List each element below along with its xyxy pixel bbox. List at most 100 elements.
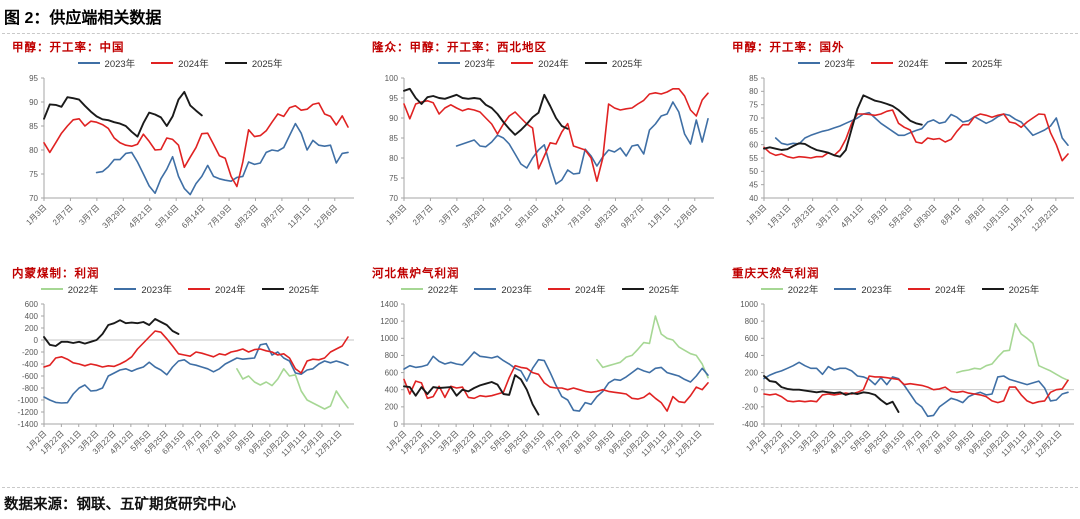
- y-axis-tick-label: 90: [29, 98, 38, 107]
- y-axis-tick-label: 85: [389, 134, 398, 143]
- y-axis-tick-label: 600: [25, 300, 39, 309]
- series-line-2023年: [763, 361, 1069, 418]
- y-axis-tick-label: 600: [385, 368, 399, 377]
- data-source: 数据来源：钢联、五矿期货研究中心: [4, 497, 236, 513]
- legend-item: 2022年: [760, 282, 819, 296]
- series-line-2025年: [43, 90, 203, 138]
- x-axis-tick-label: 3月29日: [461, 203, 488, 230]
- line-chart: 600 400 200 0 -200 -400 -600 -800 -1000 -1200 -140…: [18, 300, 354, 459]
- y-axis-tick-label: 85: [29, 122, 38, 131]
- x-axis-tick-label: 8月23日: [593, 203, 620, 230]
- series-line-2023年: [43, 342, 349, 404]
- legend-label: 2023年: [141, 285, 172, 296]
- y-axis-tick-label: 50: [749, 167, 758, 176]
- y-axis-tick-label: 1000: [380, 334, 398, 343]
- y-axis-tick-label: 1000: [740, 300, 758, 309]
- legend-label: 2024年: [538, 59, 569, 70]
- legend-label: 2025年: [648, 285, 680, 296]
- legend-item: 2024年: [908, 282, 966, 296]
- series-line-2025年: [43, 318, 180, 347]
- legend-swatch: [511, 62, 534, 64]
- legend-item: 2022年: [400, 282, 459, 296]
- chart-legend: 2023年 2024年 2025年: [360, 54, 720, 72]
- x-axis-tick-label: 2月23日: [790, 203, 817, 230]
- chart-cell-methanol-china: 甲醇：开工率：中国 2023年 2024年 2025年 95 90 85 80 75 70 1月…: [0, 34, 360, 260]
- y-axis-tick-label: 65: [749, 127, 758, 136]
- legend-swatch: [797, 62, 820, 64]
- legend-label: 2025年: [288, 285, 320, 296]
- chart-cell-chongqing-gas-profit: 重庆天然气利润 2022年 2023年 2024年 2025年 1000 800 600 4…: [720, 260, 1080, 486]
- series-line-2022年: [236, 368, 349, 410]
- legend-item: 2024年: [151, 56, 209, 70]
- legend-label: 2024年: [178, 59, 209, 70]
- chart-cell-methanol-northwest: 隆众：甲醇：开工率：西北地区 2023年 2024年 2025年 100 95 90 85…: [360, 34, 720, 260]
- legend-label: 2022年: [427, 285, 459, 296]
- legend-item: 2022年: [40, 282, 98, 296]
- series-line-2024年: [403, 364, 709, 412]
- legend-swatch: [400, 288, 423, 290]
- chart-legend: 2022年 2023年 2024年 2025年: [360, 280, 720, 298]
- y-axis-tick-label: 200: [25, 324, 39, 333]
- x-axis-tick-label: 12月6日: [672, 203, 699, 230]
- x-axis-tick-label: 5月26日: [887, 203, 914, 230]
- legend-label: 2022年: [787, 285, 819, 296]
- chart-title: 甲醇：开工率：国外: [732, 42, 845, 54]
- legend-label: 2023年: [104, 59, 136, 70]
- legend-item: 2023年: [114, 282, 172, 296]
- y-axis-tick-label: 0: [394, 420, 399, 429]
- x-axis-tick-label: 12月22日: [1030, 203, 1060, 233]
- y-axis-tick-label: -1200: [18, 408, 39, 417]
- y-axis-tick-label: 75: [389, 174, 398, 183]
- y-axis-tick-label: 75: [29, 170, 38, 179]
- y-axis-tick-label: 90: [389, 114, 398, 123]
- y-axis-tick-label: 40: [749, 194, 758, 203]
- y-axis-tick-label: 70: [29, 194, 38, 203]
- chart-legend: 2022年 2023年 2024年 2025年: [720, 280, 1080, 298]
- x-axis-tick-label: 5月16日: [513, 203, 540, 230]
- x-axis-tick-label: 2月7日: [51, 203, 75, 227]
- chart-cell-methanol-overseas: 甲醇：开工率：国外 2023年 2024年 2025年 85 80 75 70 65 60 55…: [720, 34, 1080, 260]
- x-axis-tick-label: 3月7日: [437, 203, 461, 227]
- legend-swatch: [437, 62, 460, 64]
- legend-swatch: [908, 288, 930, 290]
- legend-swatch: [944, 62, 967, 64]
- series-line-2023年: [95, 122, 349, 196]
- chart-cell-hebei-cog-profit: 河北焦炉气利润 2022年 2023年 2024年 2025年 1400 1200 100…: [360, 260, 720, 486]
- x-axis-tick-label: 4月21日: [487, 203, 514, 230]
- y-axis-tick-label: -200: [22, 348, 39, 357]
- y-axis-tick-label: -1000: [18, 396, 39, 405]
- y-axis-tick-label: 400: [25, 312, 39, 321]
- x-axis-tick-label: 3月17日: [814, 203, 841, 230]
- legend-item: 2025年: [261, 282, 320, 296]
- series-line-2022年: [956, 322, 1069, 382]
- legend-item: 2025年: [944, 56, 1002, 70]
- x-axis-tick-label: 1月3日: [24, 203, 48, 227]
- y-axis-tick-label: 85: [749, 74, 758, 83]
- series-line-2024年: [403, 87, 709, 182]
- x-axis-tick-label: 6月30日: [912, 203, 939, 230]
- series-line-2023年: [455, 101, 709, 185]
- legend-swatch: [760, 288, 783, 290]
- legend-swatch: [548, 288, 570, 290]
- header-divider: [2, 33, 1078, 34]
- chart-title: 内蒙煤制：利润: [12, 268, 100, 280]
- line-chart: 14001200100080060040020001月2日1月22日2月11日3…: [380, 300, 714, 459]
- legend-swatch: [77, 62, 100, 64]
- legend-swatch: [621, 288, 644, 290]
- legend-label: 2024年: [898, 59, 929, 70]
- chart-title: 隆众：甲醇：开工率：西北地区: [372, 42, 547, 54]
- chart-legend: 2022年 2023年 2024年 2025年: [0, 280, 360, 298]
- chart-title: 重庆天然气利润: [732, 268, 820, 280]
- line-chart: 858075706560555045401月3日1月31日2月23日3月17日4…: [744, 74, 1074, 233]
- y-axis-tick-label: 95: [389, 94, 398, 103]
- x-axis-tick-label: 9月27日: [619, 203, 646, 230]
- x-axis-tick-label: 9月27日: [259, 203, 286, 230]
- y-axis-tick-label: 0: [34, 336, 39, 345]
- legend-label: 2025年: [1008, 285, 1040, 296]
- x-axis-tick-label: 8月4日: [939, 203, 963, 227]
- legend-swatch: [40, 288, 63, 290]
- legend-swatch: [114, 288, 137, 290]
- y-axis-tick-label: 200: [745, 368, 759, 377]
